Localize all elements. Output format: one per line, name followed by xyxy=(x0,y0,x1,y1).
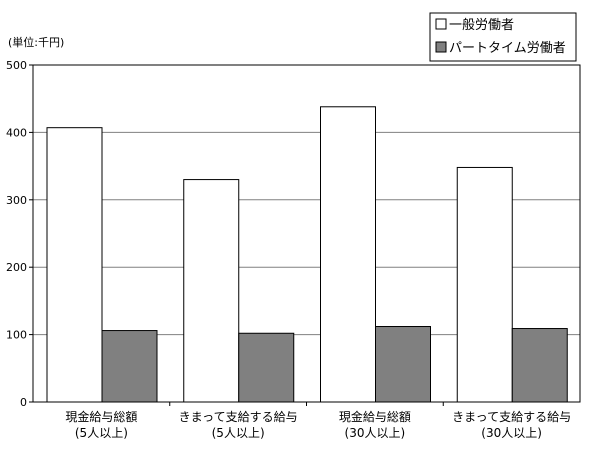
bar-general-3 xyxy=(456,166,513,403)
bar-general-2 xyxy=(320,106,376,403)
legend-swatch xyxy=(435,18,447,30)
y-tick-label: 200 xyxy=(6,261,27,274)
x-axis: 現金給与総額 (5人以上) きまって支給する給与 (5人以上) 現金給与総額 (30人以上… xyxy=(65,402,571,440)
y-axis: 0 100 200 300 400 500 xyxy=(6,59,33,409)
x-category-label: きまって支給する給与 xyxy=(452,410,571,424)
y-tick-label: 500 xyxy=(6,59,27,72)
legend-entry: 一般労働者 xyxy=(449,17,514,33)
bar-parttime-3 xyxy=(511,328,568,403)
bar-parttime-2 xyxy=(375,326,431,403)
legend-box xyxy=(429,12,577,62)
legend-swatch xyxy=(435,41,447,53)
x-category-label: 現金給与総額 xyxy=(339,409,411,424)
y-tick-label: 0 xyxy=(20,396,27,409)
x-category-label: (30人以上) xyxy=(481,426,542,440)
bar-general-1 xyxy=(183,179,240,403)
x-category-label: 現金給与総額 xyxy=(65,409,137,424)
bar-general-0 xyxy=(46,127,103,403)
x-category-label: (30人以上) xyxy=(345,426,406,440)
x-category-label: (5人以上) xyxy=(75,426,128,440)
unit-label: (単位:千円) xyxy=(8,35,64,49)
bar-parttime-0 xyxy=(101,330,158,403)
y-tick-label: 300 xyxy=(6,194,27,207)
bars xyxy=(46,106,568,403)
legend-entry: パートタイム労働者 xyxy=(449,41,566,56)
bar-parttime-1 xyxy=(238,332,295,403)
x-category-label: きまって支給する給与 xyxy=(179,410,298,424)
y-tick-label: 400 xyxy=(6,126,27,139)
x-category-label: (5人以上) xyxy=(212,426,265,440)
y-tick-label: 100 xyxy=(6,329,27,342)
